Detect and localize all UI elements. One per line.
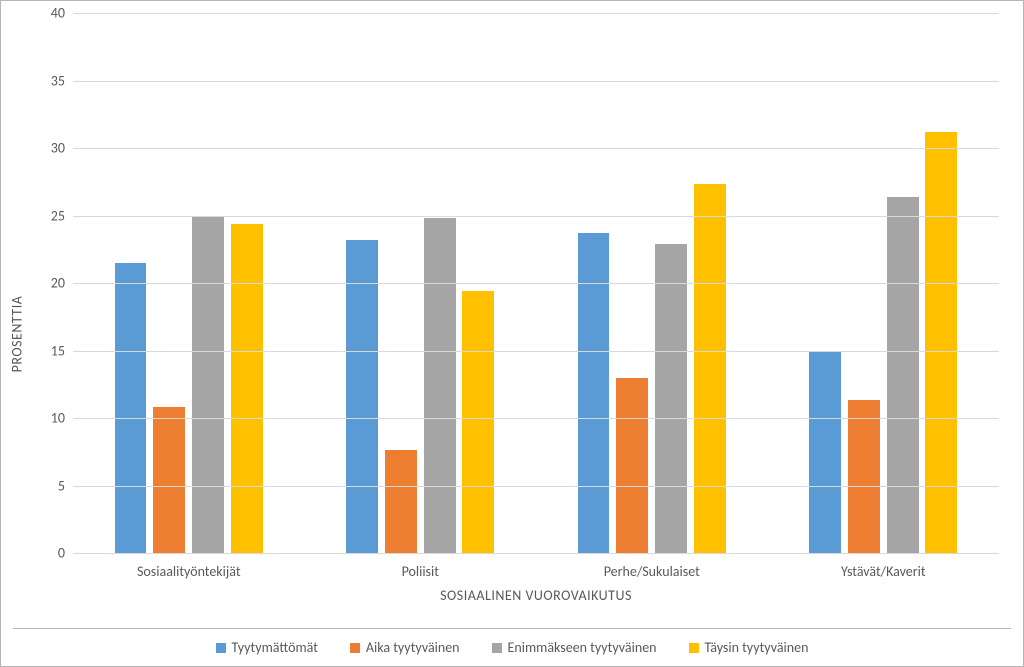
y-tick-label: 20 [51,275,73,292]
legend-item: Enimmäkseen tyytyväinen [492,639,657,656]
bar [616,378,648,554]
x-tick-label: Ystävät/Kaverit [841,553,926,580]
legend-swatch [350,643,360,653]
bar [231,224,263,553]
gridline [73,216,999,217]
legend-swatch [216,643,226,653]
bar [578,233,610,553]
legend: Tyytymättömät Aika tyytyväinen Enimmäkseen… [13,628,1011,656]
gridline [73,351,999,352]
bar [424,218,456,553]
gridline [73,418,999,419]
y-tick-label: 25 [51,207,73,224]
x-tick-label: Poliisit [402,553,439,580]
bar [694,184,726,553]
bar [887,197,919,553]
legend-item: Täysin tyytyväinen [689,639,809,656]
bar [192,217,224,553]
legend-item: Tyytymättömät [216,639,318,656]
legend-label: Täysin tyytyväinen [705,639,809,656]
y-tick-label: 5 [58,477,73,494]
y-tick-label: 30 [51,140,73,157]
bar [809,351,841,554]
y-tick-label: 35 [51,72,73,89]
bar [655,244,687,553]
bar [346,240,378,553]
bar [848,400,880,553]
chart-container: PROSENTTIA SOSIAALINEN VUOROVAIKUTUS 051… [0,0,1024,667]
gridline [73,81,999,82]
y-tick-label: 10 [51,410,73,427]
legend-item: Aika tyytyväinen [350,639,460,656]
bar [115,263,147,553]
legend-swatch [492,643,502,653]
legend-label: Tyytymättömät [232,639,318,656]
x-tick-label: Sosiaalityöntekijät [137,553,241,580]
bar [385,450,417,553]
gridline [73,486,999,487]
gridline [73,13,999,14]
y-axis-label: PROSENTTIA [9,295,26,372]
legend-label: Enimmäkseen tyytyväinen [508,639,657,656]
bar [462,291,494,553]
gridline [73,283,999,284]
gridline [73,148,999,149]
y-tick-label: 15 [51,342,73,359]
y-tick-label: 40 [51,5,73,22]
legend-label: Aika tyytyväinen [366,639,460,656]
y-tick-label: 0 [58,545,73,562]
bar [925,132,957,553]
plot-area: SOSIAALINEN VUOROVAIKUTUS 05101520253035… [73,13,999,553]
bar [153,407,185,553]
x-tick-label: Perhe/Sukulaiset [604,553,700,580]
legend-swatch [689,643,699,653]
